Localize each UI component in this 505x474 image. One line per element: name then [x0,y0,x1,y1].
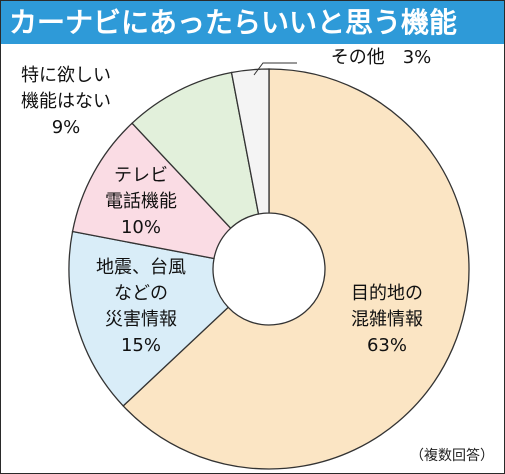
slice-label: 地震、台風などの災害情報 15% [96,257,186,356]
slice-label: 目的地の混雑情報 63% [351,283,423,356]
pie-slice [122,68,470,470]
leader-line [253,62,297,76]
slice-label: テレビ電話機能 10% [105,165,177,238]
multiple-answer-note: （複数回答） [410,448,494,464]
pie-slice [68,230,230,407]
slice-label: その他 3% [331,47,432,68]
chart-title: カーナビにあったらいいと思う機能 [1,1,504,44]
pie-slice [230,68,270,215]
slice-label: 特に欲しい機能はない 9% [21,65,111,138]
pie-slice [71,122,232,260]
